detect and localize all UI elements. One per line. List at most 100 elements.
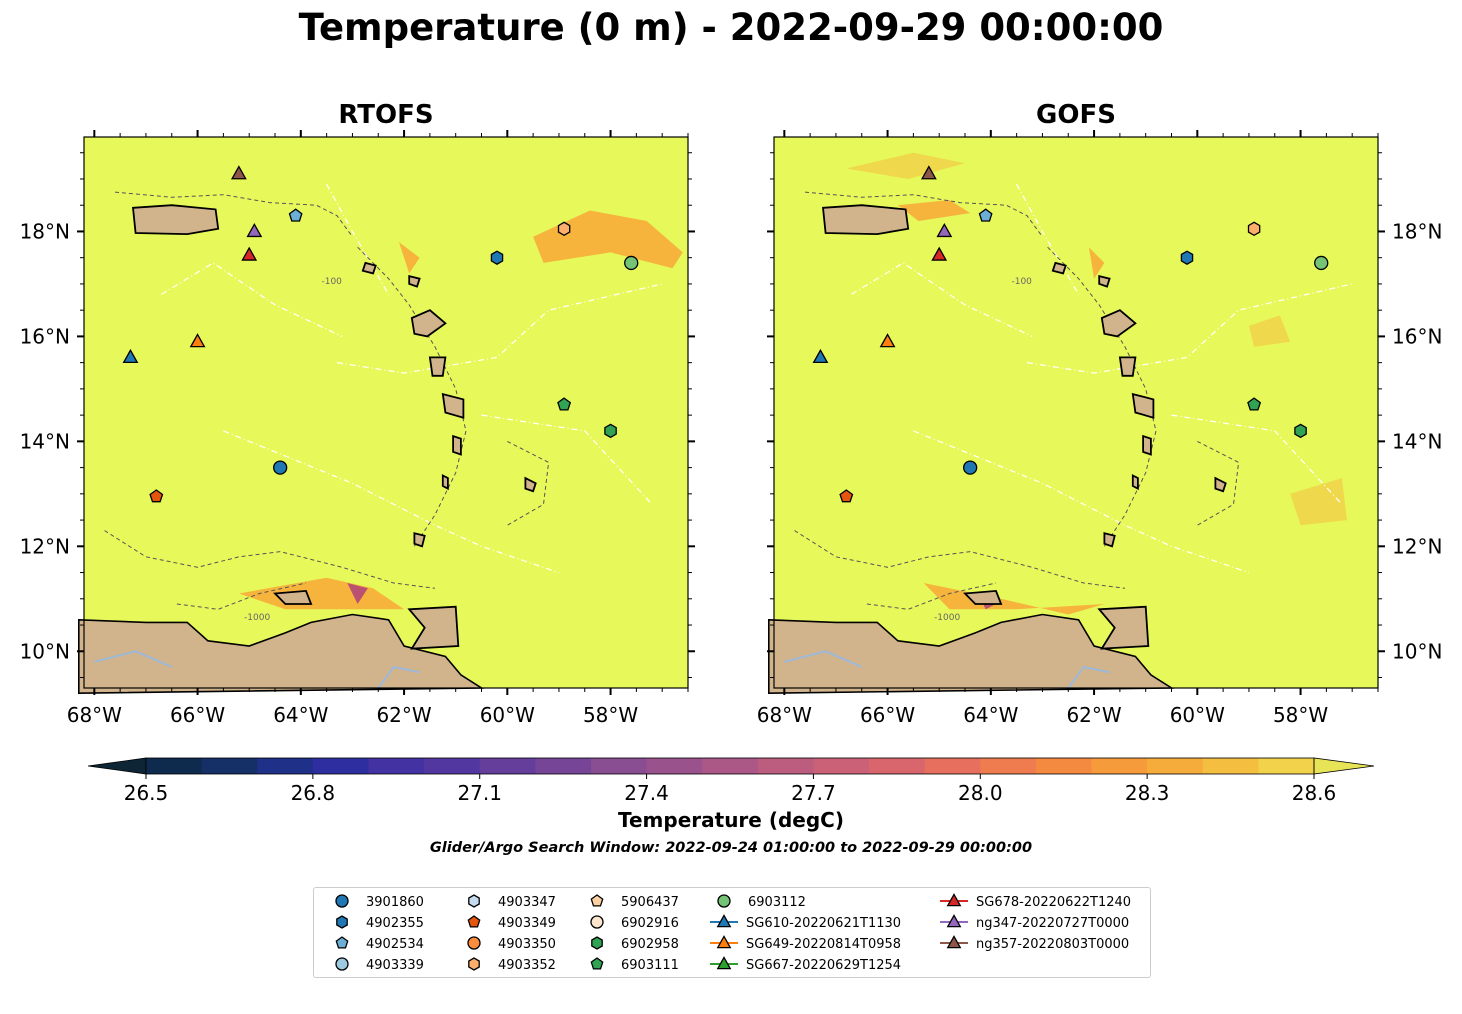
lon-tick-label: 68°W xyxy=(67,703,122,727)
colorbar-segment xyxy=(1091,758,1148,774)
lat-tick-label: 12°N xyxy=(20,534,70,558)
river xyxy=(1067,665,1110,689)
legend-marker xyxy=(590,894,604,907)
colorbar-segment xyxy=(257,758,314,774)
colorbar-segment xyxy=(1258,758,1315,774)
station-marker xyxy=(122,348,139,364)
colorbar-label: Temperature (degC) xyxy=(618,808,844,832)
legend-marker xyxy=(467,915,481,928)
lon-tick-label: 66°W xyxy=(860,703,915,727)
eez-boundary xyxy=(223,430,560,574)
colorbar-segment xyxy=(1035,758,1093,774)
map-panel-rtofs: -1000 -100 68°W 66°W 64°W 62°W 60°W 58°W 10°N 12°… xyxy=(20,130,695,727)
legend-marker xyxy=(467,936,481,950)
legend-marker xyxy=(335,894,349,908)
colorbar-tick-label: 27.4 xyxy=(624,781,669,805)
figure-title: Temperature (0 m) - 2022-09-29 00:00:00 xyxy=(298,6,1164,49)
station-marker xyxy=(230,165,247,180)
station-marker xyxy=(1247,397,1262,411)
colorbar-segment xyxy=(702,758,759,774)
legend-marker xyxy=(717,894,731,908)
lon-tick-label: 60°W xyxy=(480,703,535,727)
island xyxy=(273,589,313,605)
legend-marker xyxy=(590,915,604,929)
temperature-anomaly-region xyxy=(398,242,420,274)
station-marker xyxy=(1314,255,1329,271)
legend: 3901860 4902355 4902534 4903339 4903347 49033… xyxy=(313,887,1151,978)
map-frame xyxy=(83,136,689,689)
station-marker xyxy=(624,255,639,271)
bathymetry-contour xyxy=(104,530,436,589)
mainland-south-america xyxy=(78,613,485,695)
station-marker xyxy=(288,208,303,222)
colorbar-segment xyxy=(1147,758,1204,774)
bathymetry-contour xyxy=(507,440,550,526)
legend-label: 6903112 xyxy=(748,895,806,910)
search-window-note: Glider/Argo Search Window: 2022-09-24 01… xyxy=(429,840,1033,856)
bathymetry-contour xyxy=(1197,440,1240,526)
legend-marker xyxy=(716,956,732,970)
eez-boundary xyxy=(913,430,1250,574)
island xyxy=(408,274,421,288)
temperature-anomaly-region xyxy=(1088,247,1105,279)
lon-tick-label: 66°W xyxy=(170,703,225,727)
island xyxy=(524,476,537,493)
legend-label: 4902355 xyxy=(366,916,424,931)
legend-label: 4903339 xyxy=(366,958,424,973)
colorbar: 26.5 26.8 27.1 27.4 27.7 28.0 28.3 28.6 xyxy=(87,757,1375,805)
colorbar-segment xyxy=(757,758,814,774)
colorbar-tick-label: 28.6 xyxy=(1292,781,1337,805)
island xyxy=(132,204,220,236)
bathymetry-contour xyxy=(176,582,307,610)
lon-tick-label: 64°W xyxy=(273,703,328,727)
legend-label: SG667-20220629T1254 xyxy=(746,958,901,973)
colorbar-extend-low xyxy=(87,757,147,775)
island xyxy=(428,356,447,377)
legend-marker xyxy=(335,957,349,971)
colorbar-segment xyxy=(424,758,481,774)
legend-marker xyxy=(716,935,732,949)
river xyxy=(784,650,863,668)
island xyxy=(1118,356,1137,377)
temperature-anomaly-region xyxy=(1248,315,1291,347)
colorbar-segment xyxy=(535,758,592,774)
station-marker xyxy=(490,250,504,265)
eez-boundary xyxy=(326,183,390,295)
island xyxy=(413,532,426,548)
contour-label: -1000 xyxy=(934,613,960,623)
station-marker xyxy=(920,165,937,180)
lat-tick-label: 18°N xyxy=(1392,219,1442,243)
island xyxy=(1098,274,1111,288)
legend-label: SG678-20220622T1240 xyxy=(976,895,1131,910)
legend-label: SG610-20220621T1130 xyxy=(746,916,901,931)
legend-marker xyxy=(946,914,962,928)
legend-label: 6902916 xyxy=(621,916,679,931)
colorbar-segment xyxy=(590,758,648,774)
legend-marker xyxy=(336,915,348,929)
colorbar-tick-label: 27.7 xyxy=(791,781,836,805)
contour-label: -100 xyxy=(1011,277,1032,287)
colorbar-tick-label: 27.1 xyxy=(457,781,502,805)
lat-tick-label: 14°N xyxy=(1392,429,1442,453)
temperature-anomaly-region xyxy=(897,200,971,221)
legend-marker xyxy=(946,935,962,949)
legend-marker xyxy=(591,936,603,950)
island xyxy=(1214,476,1227,493)
bathymetry-contour xyxy=(866,582,997,610)
lon-tick-label: 64°W xyxy=(963,703,1018,727)
lon-tick-label: 62°W xyxy=(376,703,431,727)
panel-title-gofs: GOFS xyxy=(1036,100,1116,130)
bathymetry-contour xyxy=(114,191,353,237)
legend-marker xyxy=(590,957,604,970)
colorbar-frame xyxy=(145,757,1315,775)
island xyxy=(407,605,460,650)
legend-label: 4903347 xyxy=(498,895,556,910)
island xyxy=(452,434,462,456)
legend-label: ng347-20220727T0000 xyxy=(976,916,1129,931)
station-marker xyxy=(839,489,854,503)
map-frame xyxy=(773,136,1379,689)
lon-tick-label: 60°W xyxy=(1170,703,1225,727)
lat-tick-label: 12°N xyxy=(1392,534,1442,558)
colorbar-segment xyxy=(869,758,926,774)
legend-marker xyxy=(468,894,480,908)
